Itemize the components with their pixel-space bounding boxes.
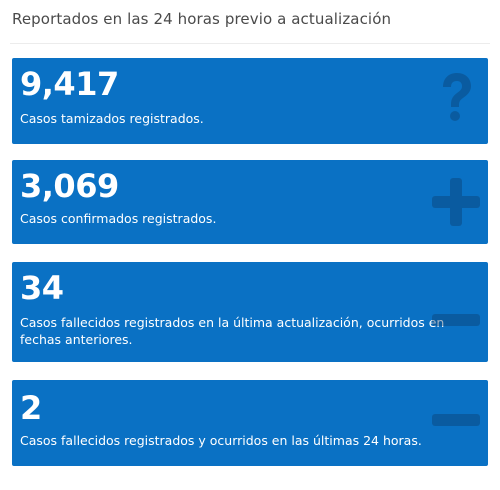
stat-label: Casos fallecidos registrados y ocurridos… bbox=[20, 433, 422, 448]
stat-value: 9,417 bbox=[20, 65, 119, 103]
stat-card-screened: 9,417 Casos tamizados registrados. bbox=[12, 58, 488, 144]
stat-value: 3,069 bbox=[20, 167, 119, 205]
plus-icon bbox=[430, 176, 482, 228]
stat-label: Casos confirmados registrados. bbox=[20, 211, 217, 226]
header-divider bbox=[10, 43, 490, 44]
page-title: Reportados en las 24 horas previo a actu… bbox=[12, 10, 392, 28]
stat-label: Casos fallecidos registrados en la últim… bbox=[20, 315, 445, 347]
question-mark-icon bbox=[430, 70, 482, 122]
stat-value: 34 bbox=[20, 269, 64, 307]
stat-card-deaths-24h: 2 Casos fallecidos registrados y ocurrid… bbox=[12, 380, 488, 466]
stat-card-confirmed: 3,069 Casos confirmados registrados. bbox=[12, 160, 488, 244]
minus-icon bbox=[430, 394, 482, 446]
minus-icon bbox=[430, 294, 482, 346]
stat-value: 2 bbox=[20, 389, 42, 427]
stat-card-deaths-previous: 34 Casos fallecidos registrados en la úl… bbox=[12, 262, 488, 362]
stat-label: Casos tamizados registrados. bbox=[20, 111, 204, 126]
